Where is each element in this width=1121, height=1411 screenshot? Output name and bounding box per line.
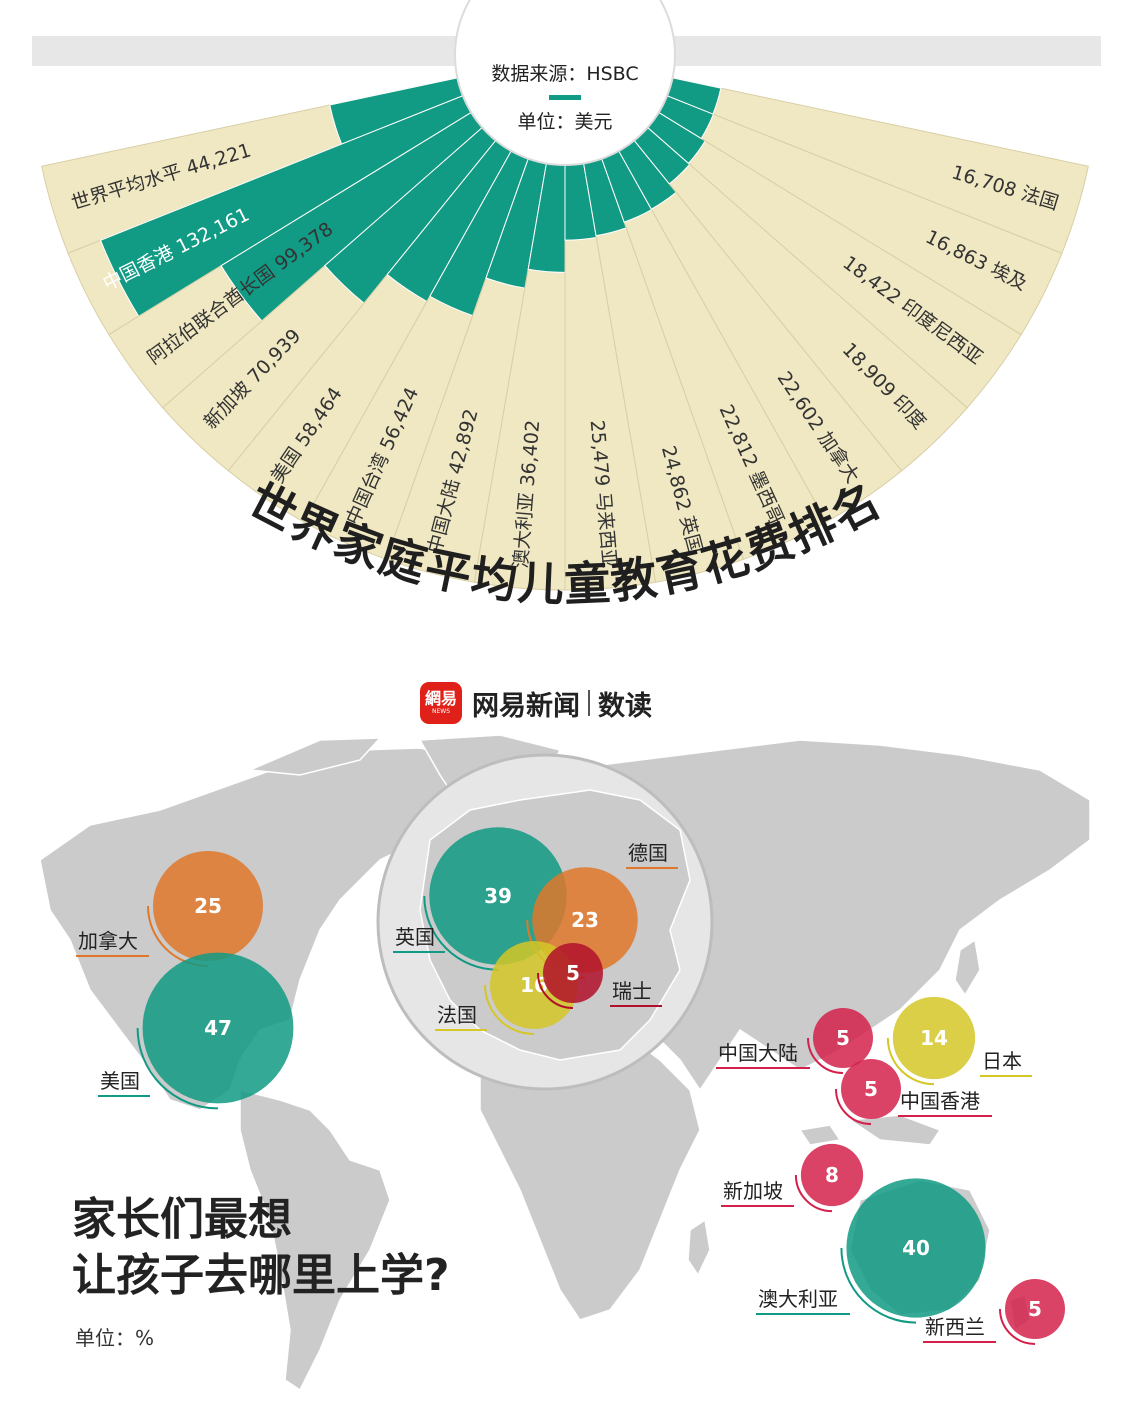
bubble-circle (429, 827, 567, 965)
bubble-label: 中国大陆 (718, 1041, 798, 1065)
hub-circle (454, 0, 676, 166)
unit-label: 单位：美元 (517, 111, 612, 133)
bubble-value: 23 (571, 908, 599, 932)
bubble-circle (813, 1008, 873, 1068)
source-label: 数据来源：HSBC (491, 63, 638, 85)
bubble-ring (807, 1037, 844, 1074)
bubble-circle (800, 1143, 864, 1207)
brand-divider (588, 690, 590, 716)
bubble-value: 5 (836, 1026, 850, 1050)
bubble-加拿大: 25 加拿大 (76, 851, 263, 967)
bubble-circle (153, 851, 263, 961)
bubble-日本: 14 日本 (886, 996, 1032, 1086)
bubble-美国: 47 美国 (98, 952, 294, 1110)
bubble-circle (892, 996, 976, 1080)
bubble-label: 中国香港 (900, 1089, 980, 1113)
bubble-label: 德国 (628, 841, 668, 865)
bubble-label: 英国 (395, 925, 435, 949)
bubble-value: 14 (920, 1026, 948, 1050)
bubble-ring (840, 1247, 917, 1324)
bubble-新西兰: 5 新西兰 (923, 1279, 1065, 1345)
map-unit: 单位：% (75, 1326, 155, 1350)
bubble-value: 8 (825, 1163, 839, 1187)
bubble-ring (484, 984, 535, 1035)
bubble-label: 新西兰 (925, 1315, 985, 1339)
bubble-ring (794, 1174, 833, 1213)
bubble-ring (886, 1037, 935, 1086)
map-title: 家长们最想 让孩子去哪里上学? (72, 1192, 450, 1304)
bubble-circle (1005, 1279, 1065, 1339)
bubble-circle (543, 943, 603, 1003)
map-title-line2: 让孩子去哪里上学? (72, 1250, 450, 1301)
bubble-value: 39 (484, 884, 512, 908)
bubble-circle (142, 952, 294, 1104)
bubble-label: 瑞士 (612, 979, 652, 1003)
bubble-value: 47 (204, 1016, 232, 1040)
hub-divider (549, 95, 581, 100)
logo-text: 網易 (424, 689, 457, 708)
bubble-circle (846, 1178, 986, 1318)
chart-hub: 数据来源：HSBC 单位：美元 (454, 0, 676, 166)
bubble-新加坡: 8 新加坡 (721, 1143, 864, 1213)
map-title-line1: 家长们最想 (72, 1194, 292, 1245)
bubble-label: 新加坡 (723, 1179, 783, 1203)
bubble-ring (999, 1308, 1036, 1345)
bubble-value: 25 (194, 894, 222, 918)
bubble-label: 澳大利亚 (758, 1287, 838, 1311)
bubble-ring (835, 1088, 872, 1125)
brand-bar: 網易 NEWS 网易新闻 数读 (420, 680, 652, 726)
bubble-value: 5 (1028, 1297, 1042, 1321)
brand-name: 网易新闻 (472, 690, 580, 722)
bubble-label: 法国 (437, 1003, 477, 1027)
bubble-澳大利亚: 40 澳大利亚 (756, 1178, 986, 1324)
bubble-中国香港: 5 中国香港 (835, 1059, 992, 1125)
bubble-label: 加拿大 (78, 929, 138, 953)
logo-small-text: NEWS (431, 708, 451, 715)
bubble-ring (136, 1027, 219, 1110)
bubble-中国大陆: 5 中国大陆 (716, 1008, 873, 1074)
bubble-label: 美国 (100, 1069, 140, 1093)
bubble-value: 40 (902, 1236, 930, 1260)
bubble-circle (532, 867, 638, 973)
bubble-value: 5 (566, 961, 580, 985)
bubble-value: 5 (864, 1077, 878, 1101)
bubble-英国: 39 英国 (393, 827, 567, 971)
bubble-circle (841, 1059, 901, 1119)
netease-logo-icon: 網易 NEWS (420, 682, 462, 724)
bubble-瑞士: 5 瑞士 (537, 943, 662, 1009)
brand-subtitle: 数读 (598, 690, 652, 722)
bubble-ring (423, 895, 499, 971)
bubble-label: 日本 (982, 1049, 1022, 1073)
bubble-ring (537, 972, 574, 1009)
